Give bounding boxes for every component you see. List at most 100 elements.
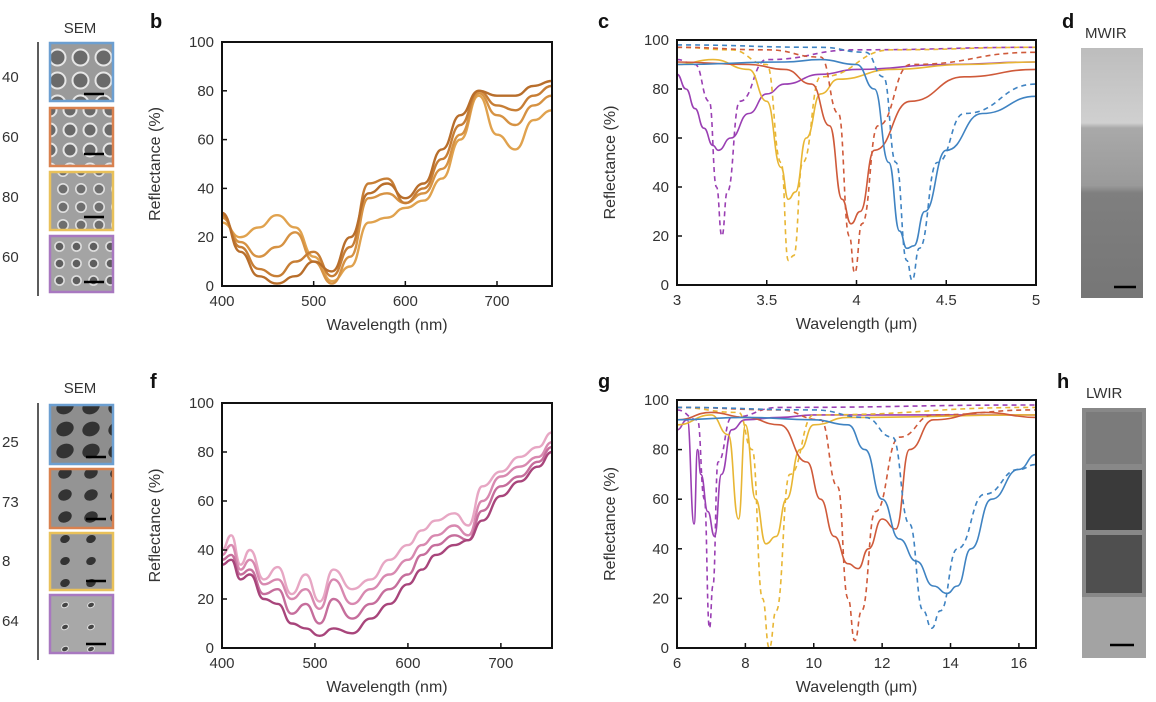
y-axis-label: Reflectance (%): [602, 467, 619, 581]
x-tick-label: 400: [209, 655, 234, 672]
chart-c: c 0 20 40 60 80 100 3 3.5 4 4.5 5 Wavelength (μm) Ref…: [598, 11, 1040, 333]
x-tick-label: 10: [805, 655, 822, 672]
series-line: [221, 431, 553, 603]
sem-row-label: 60: [2, 129, 19, 146]
y-axis-label: Reflectance (%): [147, 107, 164, 221]
panel-letter: c: [598, 11, 609, 33]
x-tick-label: 8: [741, 655, 749, 672]
y-tick-label: 60: [652, 130, 669, 147]
plot-frame: [676, 399, 1037, 649]
x-tick-label: 500: [302, 655, 327, 672]
series-line: [221, 445, 553, 625]
series-line: [221, 94, 553, 283]
series-line: [676, 411, 1037, 570]
panel-letter: d: [1062, 11, 1074, 33]
series-line: [676, 44, 1037, 281]
series-line: [676, 404, 1037, 630]
y-tick-label: 100: [644, 32, 669, 49]
x-tick-label: 3: [673, 292, 681, 309]
x-axis-label: Wavelength (μm): [796, 316, 918, 333]
series-line: [676, 414, 1037, 545]
sem-tile: [48, 531, 115, 592]
y-axis-label: Reflectance (%): [147, 469, 164, 583]
y-tick-label: 40: [197, 542, 214, 559]
x-tick-label: 16: [1011, 655, 1028, 672]
series-line: [221, 450, 553, 638]
x-tick-label: 12: [874, 655, 891, 672]
y-tick-label: 80: [197, 444, 214, 461]
x-tick-label: 5: [1032, 292, 1040, 309]
panel-letter: f: [150, 371, 157, 393]
x-tick-label: 14: [942, 655, 959, 672]
chart-f: f 0 20 40 60 80 100 400 500 600 700 Wavelength (nm)…: [147, 371, 553, 696]
panel-letter: b: [150, 11, 162, 33]
x-tick-label: 4: [852, 292, 860, 309]
sem-tile: [48, 403, 115, 466]
y-tick-label: 0: [661, 277, 669, 294]
sem-tile: [48, 234, 115, 294]
y-tick-label: 100: [644, 392, 669, 409]
mwir-image: [1081, 48, 1143, 298]
y-tick-label: 100: [189, 395, 214, 412]
y-tick-label: 100: [189, 34, 214, 51]
sem-title: SEM: [64, 20, 97, 37]
sem-row-label: 8: [2, 553, 10, 570]
y-tick-label: 40: [652, 179, 669, 196]
x-tick-label: 600: [393, 293, 418, 310]
sem-row-label: 40: [2, 69, 19, 86]
x-tick-label: 500: [301, 293, 326, 310]
series-line: [676, 406, 1037, 642]
sem-tile: [48, 170, 115, 232]
series-line: [676, 46, 1037, 274]
y-tick-label: 80: [652, 81, 669, 98]
y-tick-label: 0: [206, 278, 214, 295]
ir-title: LWIR: [1086, 385, 1123, 402]
plot-frame: [221, 402, 553, 649]
sem-row-label: 60: [2, 249, 19, 266]
series-line: [676, 58, 1037, 250]
series-line: [676, 61, 1037, 152]
x-axis-label: Wavelength (nm): [326, 679, 447, 696]
ir-image-bottom: h LWIR: [1057, 371, 1146, 658]
series-line: [676, 406, 1037, 649]
series-line: [221, 84, 553, 278]
sem-title: SEM: [64, 380, 97, 397]
sem-tile: [48, 106, 115, 168]
x-tick-label: 6: [673, 655, 681, 672]
chart-b: b 0 20 40 60 80 100 400 500 600 700 Wavelength (nm)…: [147, 11, 553, 334]
x-tick-label: 3.5: [756, 292, 777, 309]
x-tick-label: 600: [395, 655, 420, 672]
series-line: [676, 58, 1037, 201]
chart-g: g 0 20 40 60 80 100 6 8 10 12 14 16 Wavelength (μm) Re…: [598, 371, 1037, 696]
sem-tile: [48, 467, 115, 530]
series-line: [676, 46, 1037, 237]
y-tick-label: 20: [197, 229, 214, 246]
plot-frame: [221, 41, 553, 287]
x-tick-label: 4.5: [936, 292, 957, 309]
x-tick-label: 400: [209, 293, 234, 310]
y-tick-label: 80: [197, 83, 214, 100]
series-line: [221, 441, 553, 611]
y-axis-label: Reflectance (%): [602, 106, 619, 220]
y-tick-label: 80: [652, 442, 669, 459]
sem-tile: [48, 593, 115, 655]
series-line: [221, 79, 553, 285]
series-line: [676, 61, 1037, 225]
sem-row-label: 80: [2, 189, 19, 206]
y-tick-label: 20: [652, 228, 669, 245]
sem-row-label: 64: [2, 613, 19, 630]
panel-letter: g: [598, 371, 610, 393]
y-tick-label: 40: [652, 541, 669, 558]
x-tick-label: 700: [488, 655, 513, 672]
ir-title: MWIR: [1085, 25, 1127, 42]
series-line: [676, 46, 1037, 262]
x-axis-label: Wavelength (nm): [326, 317, 447, 334]
sem-row-label: 73: [2, 494, 19, 511]
sem-row-label: 25: [2, 434, 19, 451]
y-tick-label: 20: [197, 591, 214, 608]
x-axis-label: Wavelength (μm): [796, 679, 918, 696]
sem-column-bottom: SEM 25 73 8 64: [2, 380, 115, 660]
ir-image-top: d MWIR: [1062, 11, 1143, 298]
y-tick-label: 0: [661, 640, 669, 657]
sem-column-top: SEM 40 60 80 60: [2, 20, 115, 296]
